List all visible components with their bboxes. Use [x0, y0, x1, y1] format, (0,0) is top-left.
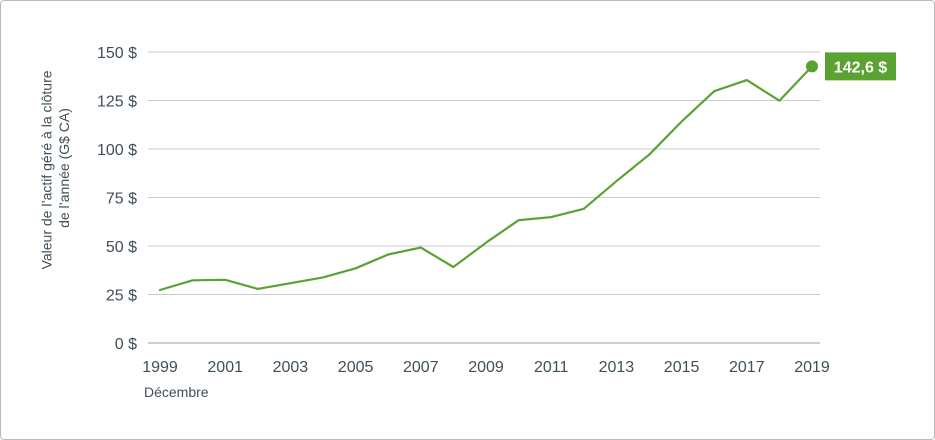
y-tick-label: 125 $: [97, 94, 137, 111]
x-tick-label: 2009: [468, 359, 504, 376]
x-tick-label: 2017: [729, 359, 765, 376]
y-tick-label: 0 $: [115, 336, 137, 353]
x-tick-label: 2007: [403, 359, 439, 376]
y-tick-labels: 0 $ 25 $ 50 $ 75 $ 100 $ 125 $ 150 $: [97, 45, 137, 353]
x-tick-label: 2013: [599, 359, 635, 376]
x-tick-label: 2015: [664, 359, 700, 376]
y-axis-title-line-2: de l’année (G$ CA): [56, 108, 72, 228]
gridlines: [148, 51, 820, 344]
y-tick-label: 25 $: [106, 288, 137, 305]
callout: 142,6 $: [806, 52, 896, 81]
y-axis-title-line-1: Valeur de l’actif géré à la clôture: [39, 70, 55, 269]
callout-box: [825, 52, 896, 81]
y-tick-label: 50 $: [106, 239, 137, 256]
x-tick-label: 2003: [273, 359, 309, 376]
x-tick-labels: 1999 2001 2003 2005 2007 2009 2011 2013 2015 2017…: [142, 359, 830, 376]
y-tick-label: 100 $: [97, 142, 137, 159]
axis-titles: Valeur de l’actif géré à la clôture de l…: [39, 67, 209, 400]
series: [158, 65, 814, 292]
x-tick-label: 2019: [794, 359, 830, 376]
x-tick-label: 2005: [338, 359, 374, 376]
y-tick-label: 75 $: [106, 191, 137, 208]
x-tick-label: 1999: [142, 359, 178, 376]
callout-label: 142,6 $: [834, 59, 887, 76]
x-tick-label: 2011: [534, 359, 569, 376]
y-tick-label: 150 $: [97, 45, 137, 62]
y-axis-title: Valeur de l’actif géré à la clôture de l…: [39, 67, 73, 270]
x-axis-title: Décembre: [144, 384, 209, 400]
series-line: [158, 65, 814, 292]
endpoint-marker: [806, 60, 818, 73]
x-tick-label: 2001: [207, 359, 243, 376]
